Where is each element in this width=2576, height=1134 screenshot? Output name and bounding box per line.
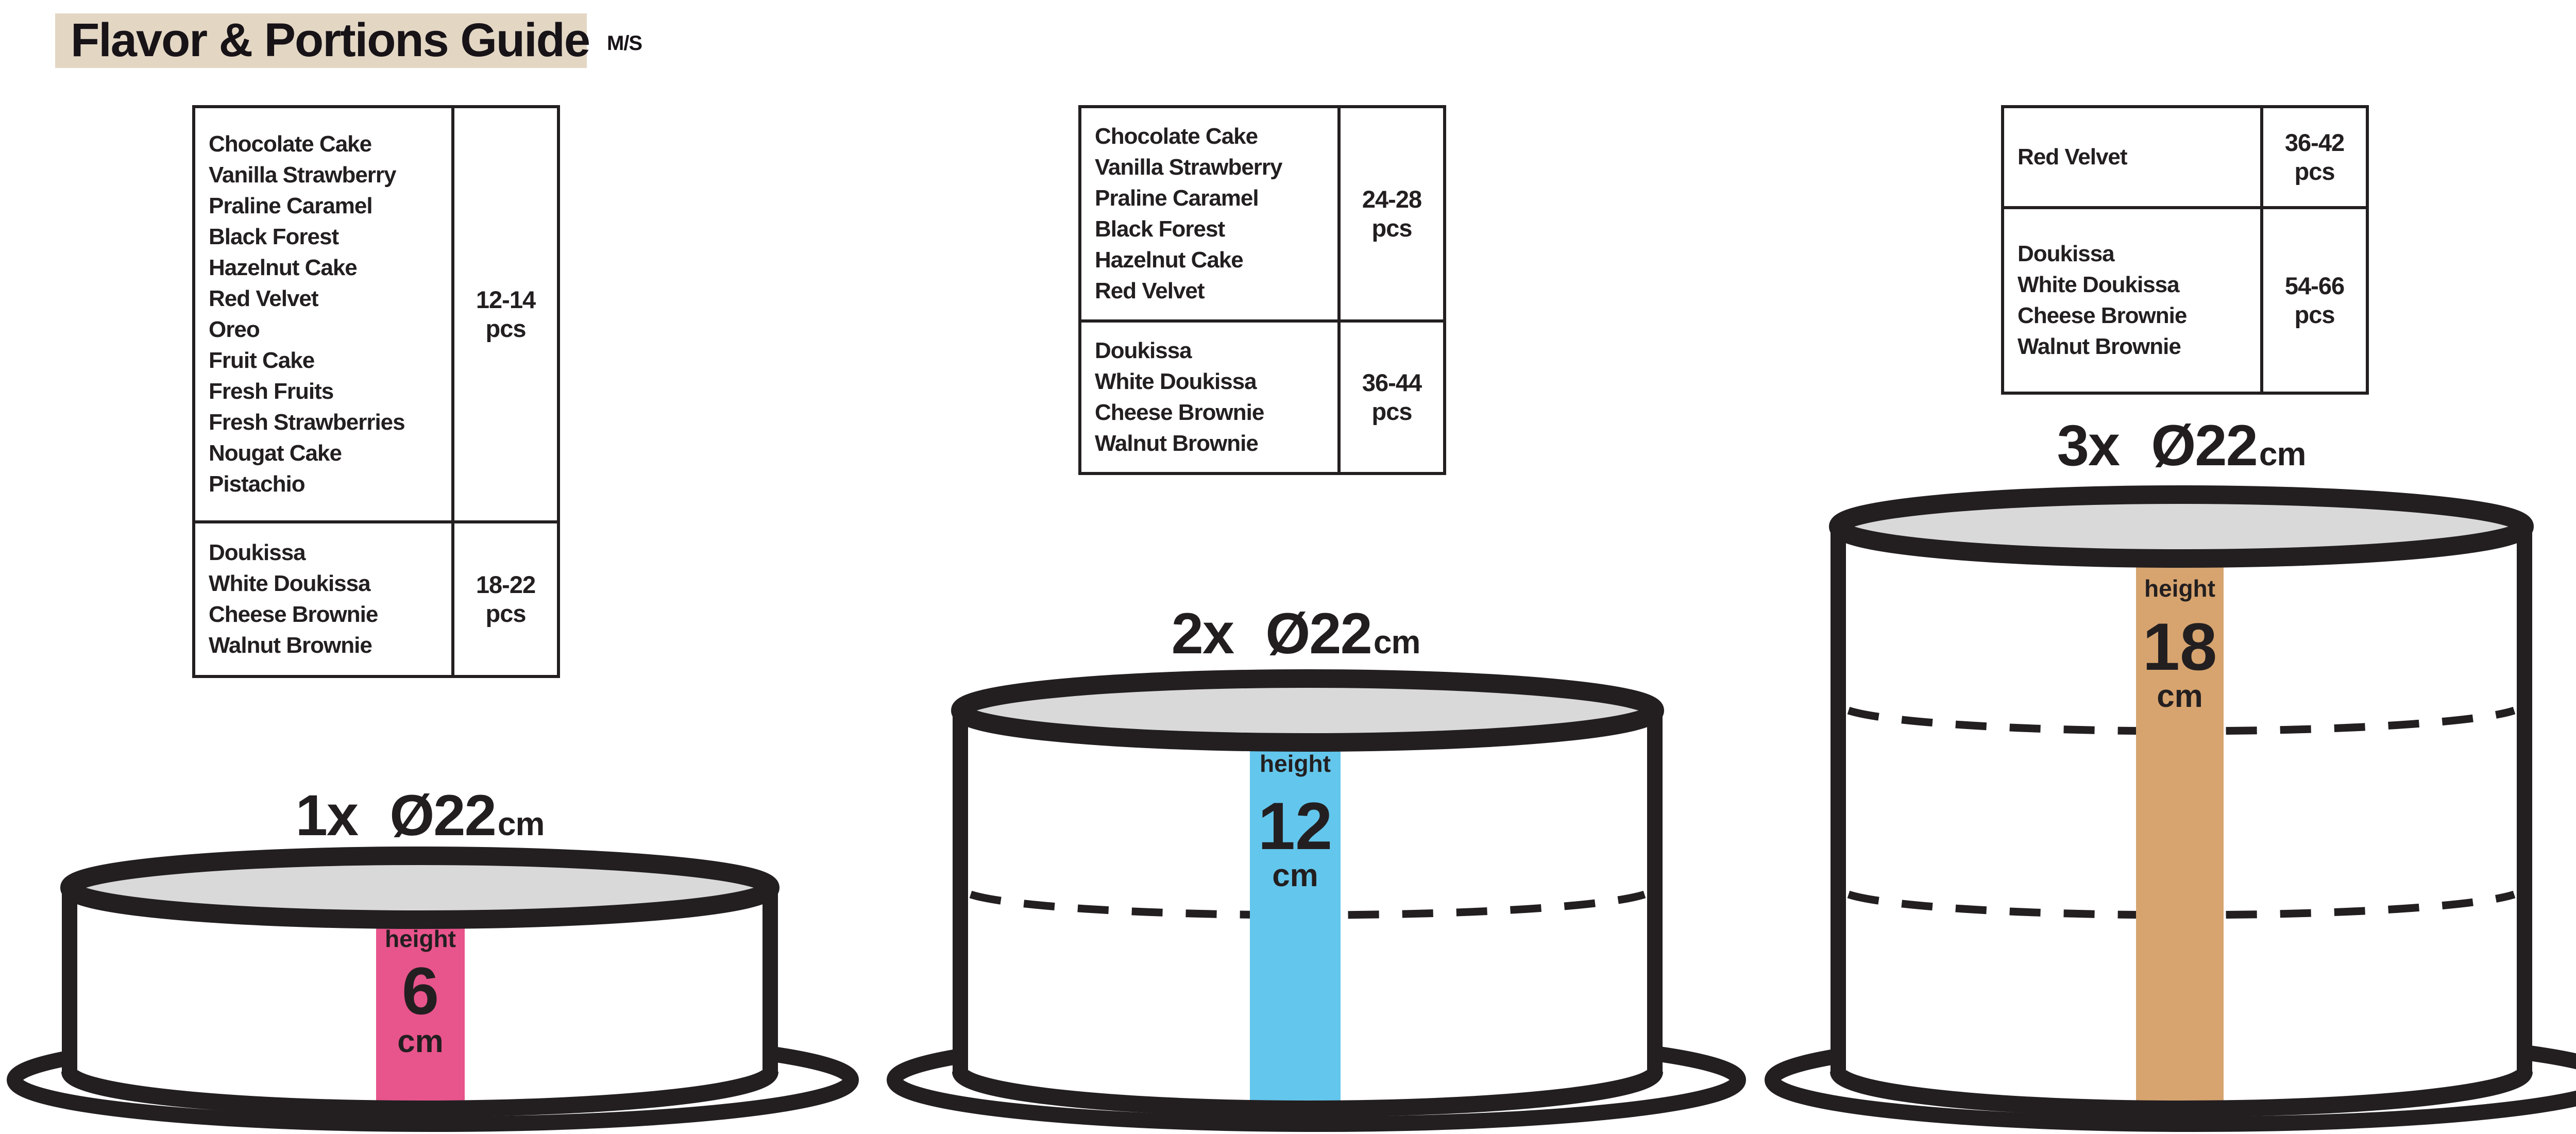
portion-range: 36-44 xyxy=(1362,369,1422,396)
height-bar xyxy=(1250,726,1341,1108)
height-value: 6 xyxy=(402,953,439,1028)
height-label: height xyxy=(2144,575,2215,602)
portion-unit: pcs xyxy=(1371,214,1413,242)
portion-count: 18-22 pcs xyxy=(451,523,557,675)
page-title: Flavor & Portions Guide xyxy=(55,13,590,68)
height-value: 18 xyxy=(2143,609,2217,684)
cake-bottom-edge xyxy=(1830,1069,2533,1117)
cake-top xyxy=(951,669,1664,752)
portion-count: 54-66 pcs xyxy=(2260,209,2366,392)
height-bar xyxy=(2136,544,2224,1108)
height-unit: cm xyxy=(1272,858,1318,893)
portions-table-3x: Red Velvet 36-42 pcs Doukissa White Douk… xyxy=(2001,105,2369,395)
portion-range: 54-66 xyxy=(2284,272,2345,299)
portion-range: 18-22 xyxy=(476,571,536,598)
height-label: height xyxy=(1260,750,1331,777)
cake-diameter: Ø22 xyxy=(1265,601,1372,666)
portion-range: 12-14 xyxy=(476,286,536,313)
cake-count: 1x xyxy=(295,783,359,848)
cake-size-label-3x: 3x Ø22cm xyxy=(1924,412,2439,479)
portion-range: 24-28 xyxy=(1362,185,1422,213)
portion-count: 36-42 pcs xyxy=(2260,108,2366,206)
ms-badge: M/S xyxy=(607,32,642,55)
portion-unit: pcs xyxy=(485,315,527,342)
height-label: height xyxy=(385,925,456,952)
flavor-list: Doukissa White Doukissa Cheese Brownie W… xyxy=(2018,241,2187,359)
cake-bottom-edge xyxy=(61,1069,778,1117)
cake-diameter-unit: cm xyxy=(497,805,545,842)
height-unit: cm xyxy=(2157,679,2203,714)
portion-unit: pcs xyxy=(2294,301,2335,328)
cake-top xyxy=(1829,485,2534,568)
flavor-list: Chocolate Cake Vanilla Strawberry Pralin… xyxy=(1095,124,1283,303)
portion-unit: pcs xyxy=(1371,398,1413,425)
flavor-list: Doukissa White Doukissa Cheese Brownie W… xyxy=(209,540,378,658)
height-bar xyxy=(376,904,465,1108)
flavor-list: Doukissa White Doukissa Cheese Brownie W… xyxy=(1095,338,1264,456)
height-value: 12 xyxy=(1258,788,1333,864)
cake-count: 3x xyxy=(2057,413,2121,478)
cake-diameter-unit: cm xyxy=(1373,623,1420,661)
portion-unit: pcs xyxy=(485,600,527,627)
cake-bottom-edge xyxy=(952,1069,1663,1117)
cake-count: 2x xyxy=(1171,601,1235,666)
portion-count: 36-44 pcs xyxy=(1337,323,1443,472)
cake-2x-diagram: height 12 cm xyxy=(887,669,1746,1132)
portion-unit: pcs xyxy=(2294,158,2335,185)
cake-3x-diagram: height 18 cm xyxy=(1765,485,2576,1132)
height-unit: cm xyxy=(397,1024,444,1059)
cake-1x-diagram: height 6 cm xyxy=(7,847,859,1132)
cake-diameter: Ø22 xyxy=(389,783,497,848)
portion-count: 24-28 pcs xyxy=(1337,108,1443,319)
cake-size-label-1x: 1x Ø22cm xyxy=(162,782,677,849)
cake-size-label-2x: 2x Ø22cm xyxy=(1038,600,1553,667)
portion-range: 36-42 xyxy=(2284,129,2345,156)
cake-top xyxy=(60,847,779,929)
portion-count: 12-14 pcs xyxy=(451,108,557,520)
flavor-list: Chocolate Cake Vanilla Strawberry Pralin… xyxy=(209,131,405,497)
cake-diameter-unit: cm xyxy=(2259,435,2306,472)
portions-table-1x: Chocolate Cake Vanilla Strawberry Pralin… xyxy=(192,105,560,678)
cake-diameter: Ø22 xyxy=(2151,413,2258,478)
flavor-list: Red Velvet xyxy=(2018,144,2128,170)
portions-table-2x: Chocolate Cake Vanilla Strawberry Pralin… xyxy=(1078,105,1446,475)
